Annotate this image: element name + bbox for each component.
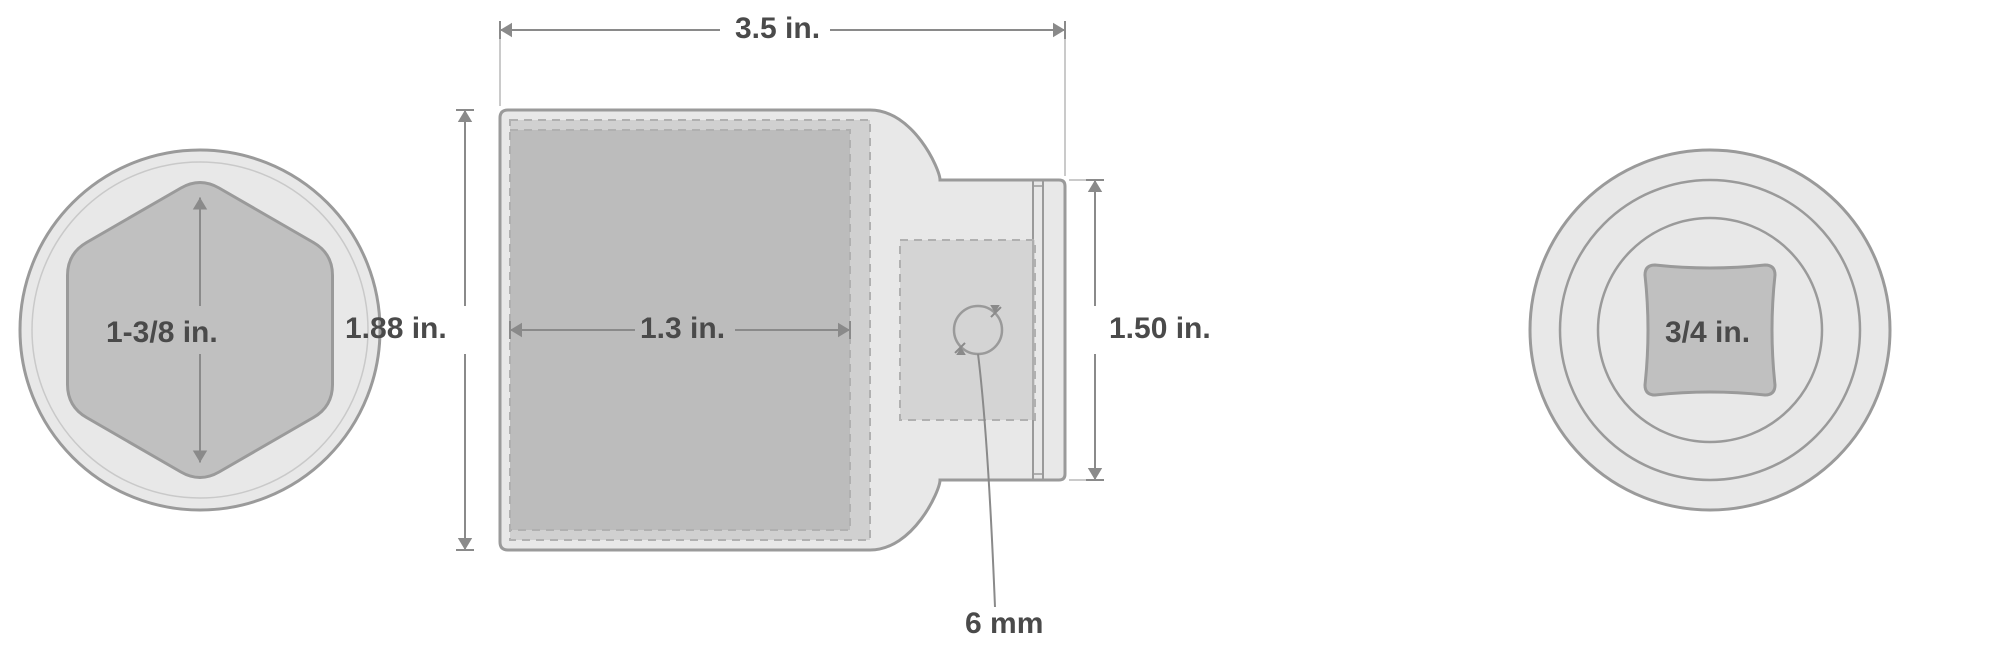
diagram-container: 1-3/8 in. 3.5 in. 1.88 in. 1.3 in. 1.50 …: [0, 0, 1989, 659]
dim-back-label: 3/4 in.: [1665, 316, 1750, 350]
dim-pin-label: 6 mm: [965, 607, 1043, 641]
dim-drive-h-label: 1.50 in.: [1109, 312, 1211, 346]
dim-bore-label: 1.3 in.: [640, 312, 725, 346]
dim-overall-label: 3.5 in.: [735, 12, 820, 46]
dim-height-label: 1.88 in.: [345, 312, 447, 346]
dim-front-label: 1-3/8 in.: [106, 316, 218, 350]
